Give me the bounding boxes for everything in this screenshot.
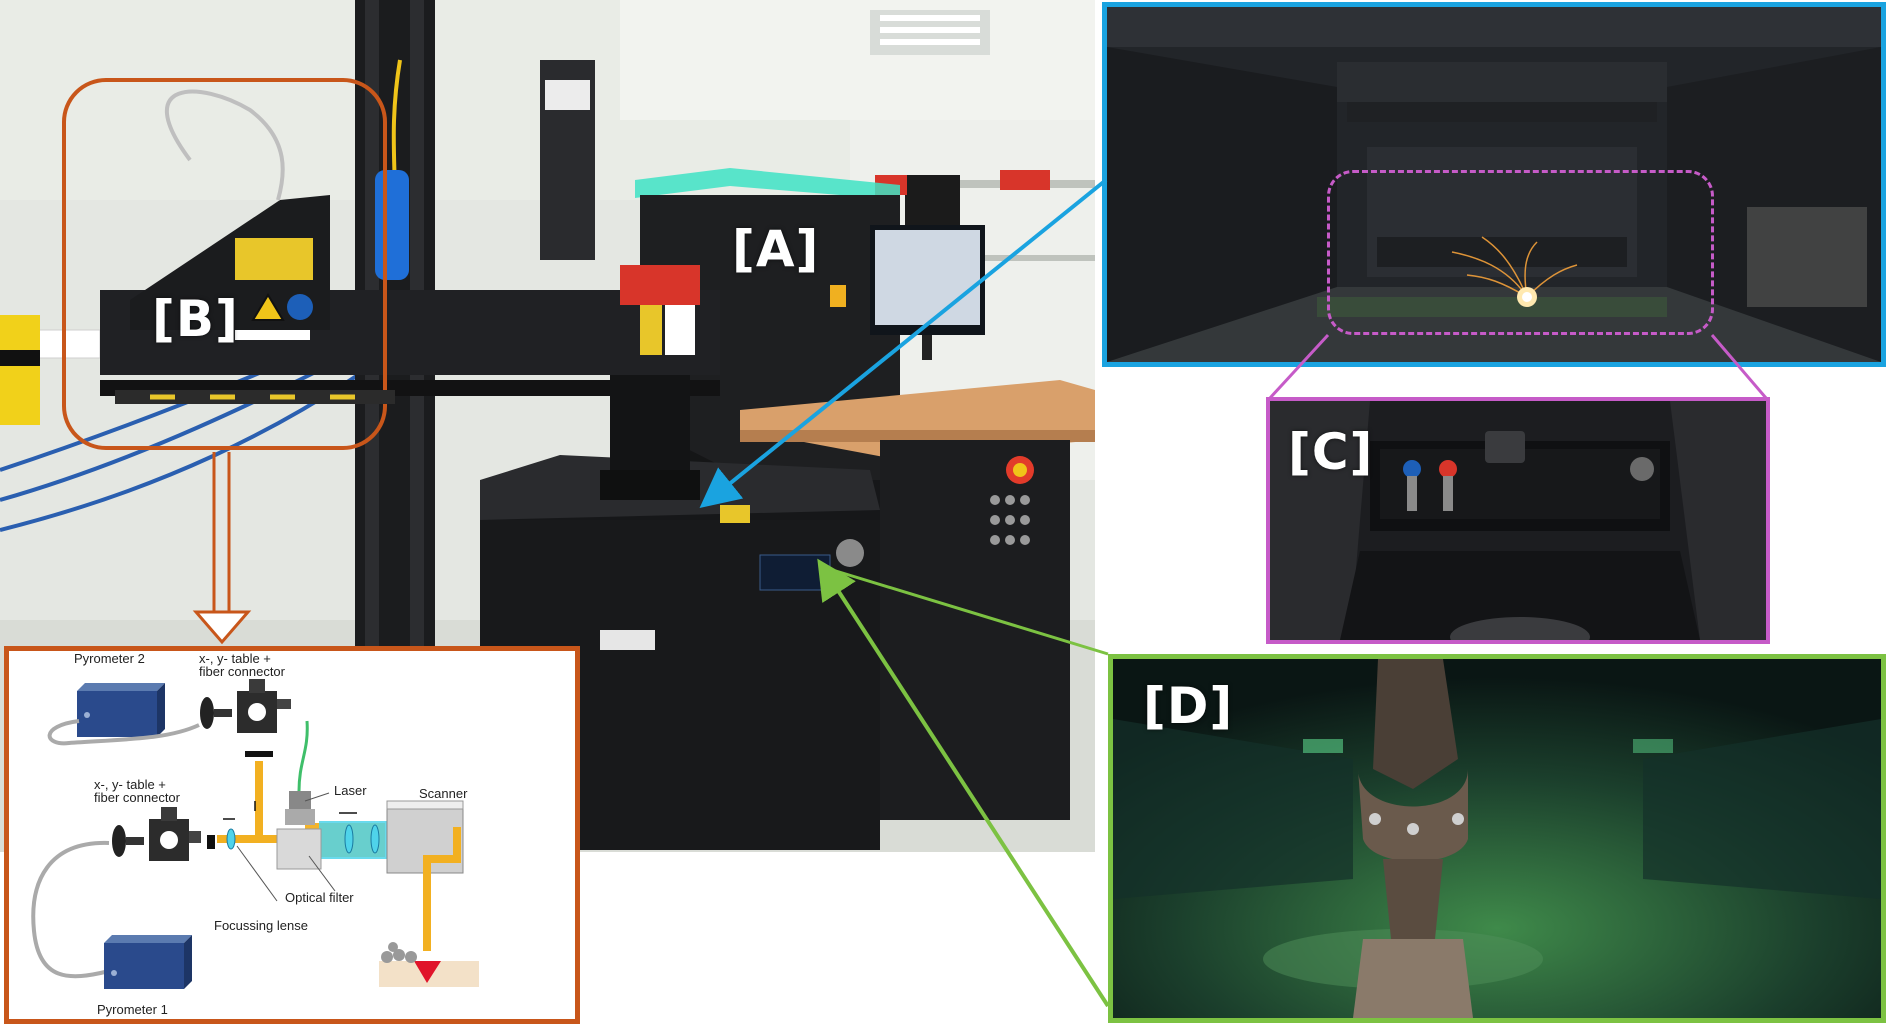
scanner-icon [386,800,464,951]
xy-table-mid-icon [112,807,215,861]
arrow-to-panel-d [817,558,1110,1008]
chamber-roi-frame [1327,170,1714,335]
eye-protection-icon [287,294,313,320]
schematic-panel: Pyrometer 2 x-, y- table + fiber connect… [4,646,580,1024]
xy-table-top-icon [200,679,291,733]
panel-a-tag: [A] [732,220,820,278]
panel-d-tag: [D] [1143,677,1234,735]
danger-sign-icon [235,238,313,280]
optical-filter-label: Optical filter [285,890,354,905]
panel-d-photo: [D] [1108,654,1886,1023]
xy-table-top-label-2: fiber connector [199,664,285,679]
scanner-label: Scanner [419,786,468,801]
xy-table-top-label-1: x-, y- table + [199,651,271,666]
xy-table-mid-label-1: x-, y- table + [94,777,166,792]
pyrometer-1-label: Pyrometer 1 [97,1002,168,1017]
panel-d-drawing [1113,659,1881,1018]
arrow-to-chamber [699,178,1108,509]
pyrometer-1-icon [104,935,192,989]
chamber-photo [1102,2,1886,367]
optical-schematic-drawing [31,679,479,989]
pyrometer-2-icon [77,683,165,737]
panel-b-frame [62,78,387,450]
laser-warning-icon [251,293,285,321]
beam-vertical-upper [255,761,263,839]
focussing-lense-label: Focussing lense [214,918,308,933]
xy-table-mid-label-2: fiber connector [94,790,180,805]
pyrometer-2-label: Pyrometer 2 [74,651,145,666]
panel-b-tag: [B] [152,290,239,348]
chamber-drawing [1107,7,1881,362]
panel-c-drawing [1270,401,1766,640]
laser-label: Laser [334,783,367,798]
panel-c-photo: [C] [1266,397,1770,644]
panel-c-tag: [C] [1288,423,1374,481]
beam-horizontal-left [217,835,317,843]
melt-pool-icon [414,961,441,983]
